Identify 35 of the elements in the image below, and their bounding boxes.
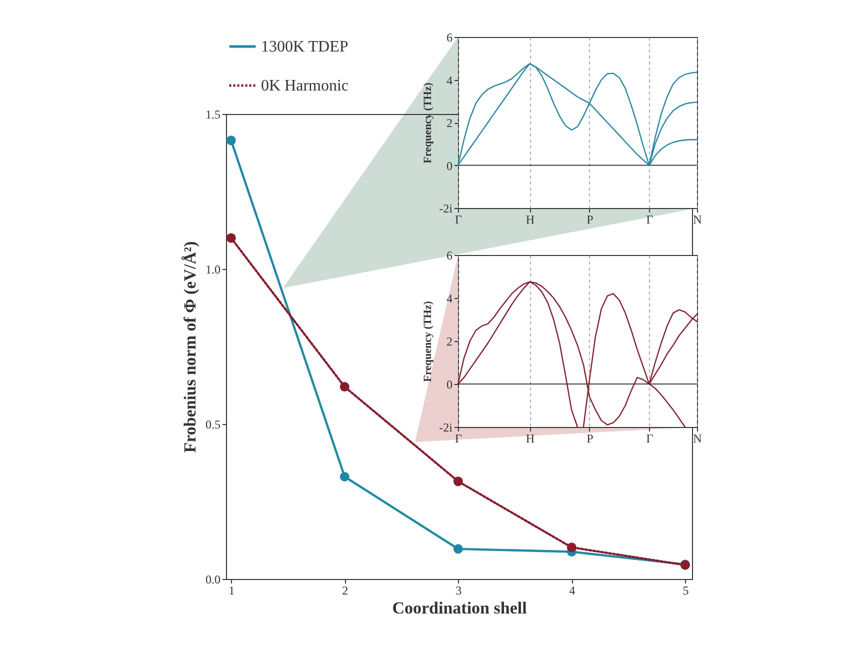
legend-label: 1300K TDEP <box>261 38 348 56</box>
x-tick-label: 3 <box>456 584 462 598</box>
legend-label: 0K Harmonic <box>261 78 349 94</box>
x-tick-label: H <box>526 432 535 446</box>
y-tick-label: 2 <box>446 116 452 130</box>
y-tick-label: -2i <box>439 420 454 434</box>
y-tick-label: 6 <box>446 30 452 44</box>
y-axis-title: Frobenius norm of Φ (eV/Å²) <box>180 241 200 453</box>
y-tick-label: 6 <box>446 248 452 262</box>
y-tick-label: 4 <box>446 292 452 306</box>
y-axis-title: Frequency (THz) <box>422 300 434 382</box>
x-tick-label: H <box>526 212 535 226</box>
x-tick-label: P <box>586 432 594 446</box>
y-axis-title: Frequency (THz) <box>422 82 434 164</box>
y-tick-label: 4 <box>446 73 452 88</box>
y-tick-label: 0.0 <box>206 572 220 586</box>
x-tick-label: Γ <box>646 432 654 446</box>
y-tick-label: 1.0 <box>206 262 220 276</box>
x-tick-label: Γ <box>455 212 462 226</box>
x-tick-label: Γ <box>646 212 654 226</box>
x-axis-title: Coordination shell <box>392 598 528 618</box>
x-tick-label: 5 <box>682 584 689 598</box>
x-tick-label: Γ <box>455 432 462 446</box>
x-tick-label: 2 <box>342 584 348 598</box>
y-tick-label: 0 <box>446 378 452 392</box>
x-tick-label: 4 <box>569 584 576 598</box>
y-tick-label: 0 <box>446 158 452 173</box>
y-tick-label: 1.5 <box>206 108 220 122</box>
x-tick-label: N <box>693 432 702 446</box>
x-tick-label: N <box>693 212 702 226</box>
y-tick-label: 0.5 <box>206 418 220 432</box>
y-tick-label: 2 <box>446 334 452 348</box>
x-tick-label: 1 <box>228 584 235 598</box>
x-tick-label: P <box>586 212 594 226</box>
y-tick-label: -2i <box>439 202 454 216</box>
